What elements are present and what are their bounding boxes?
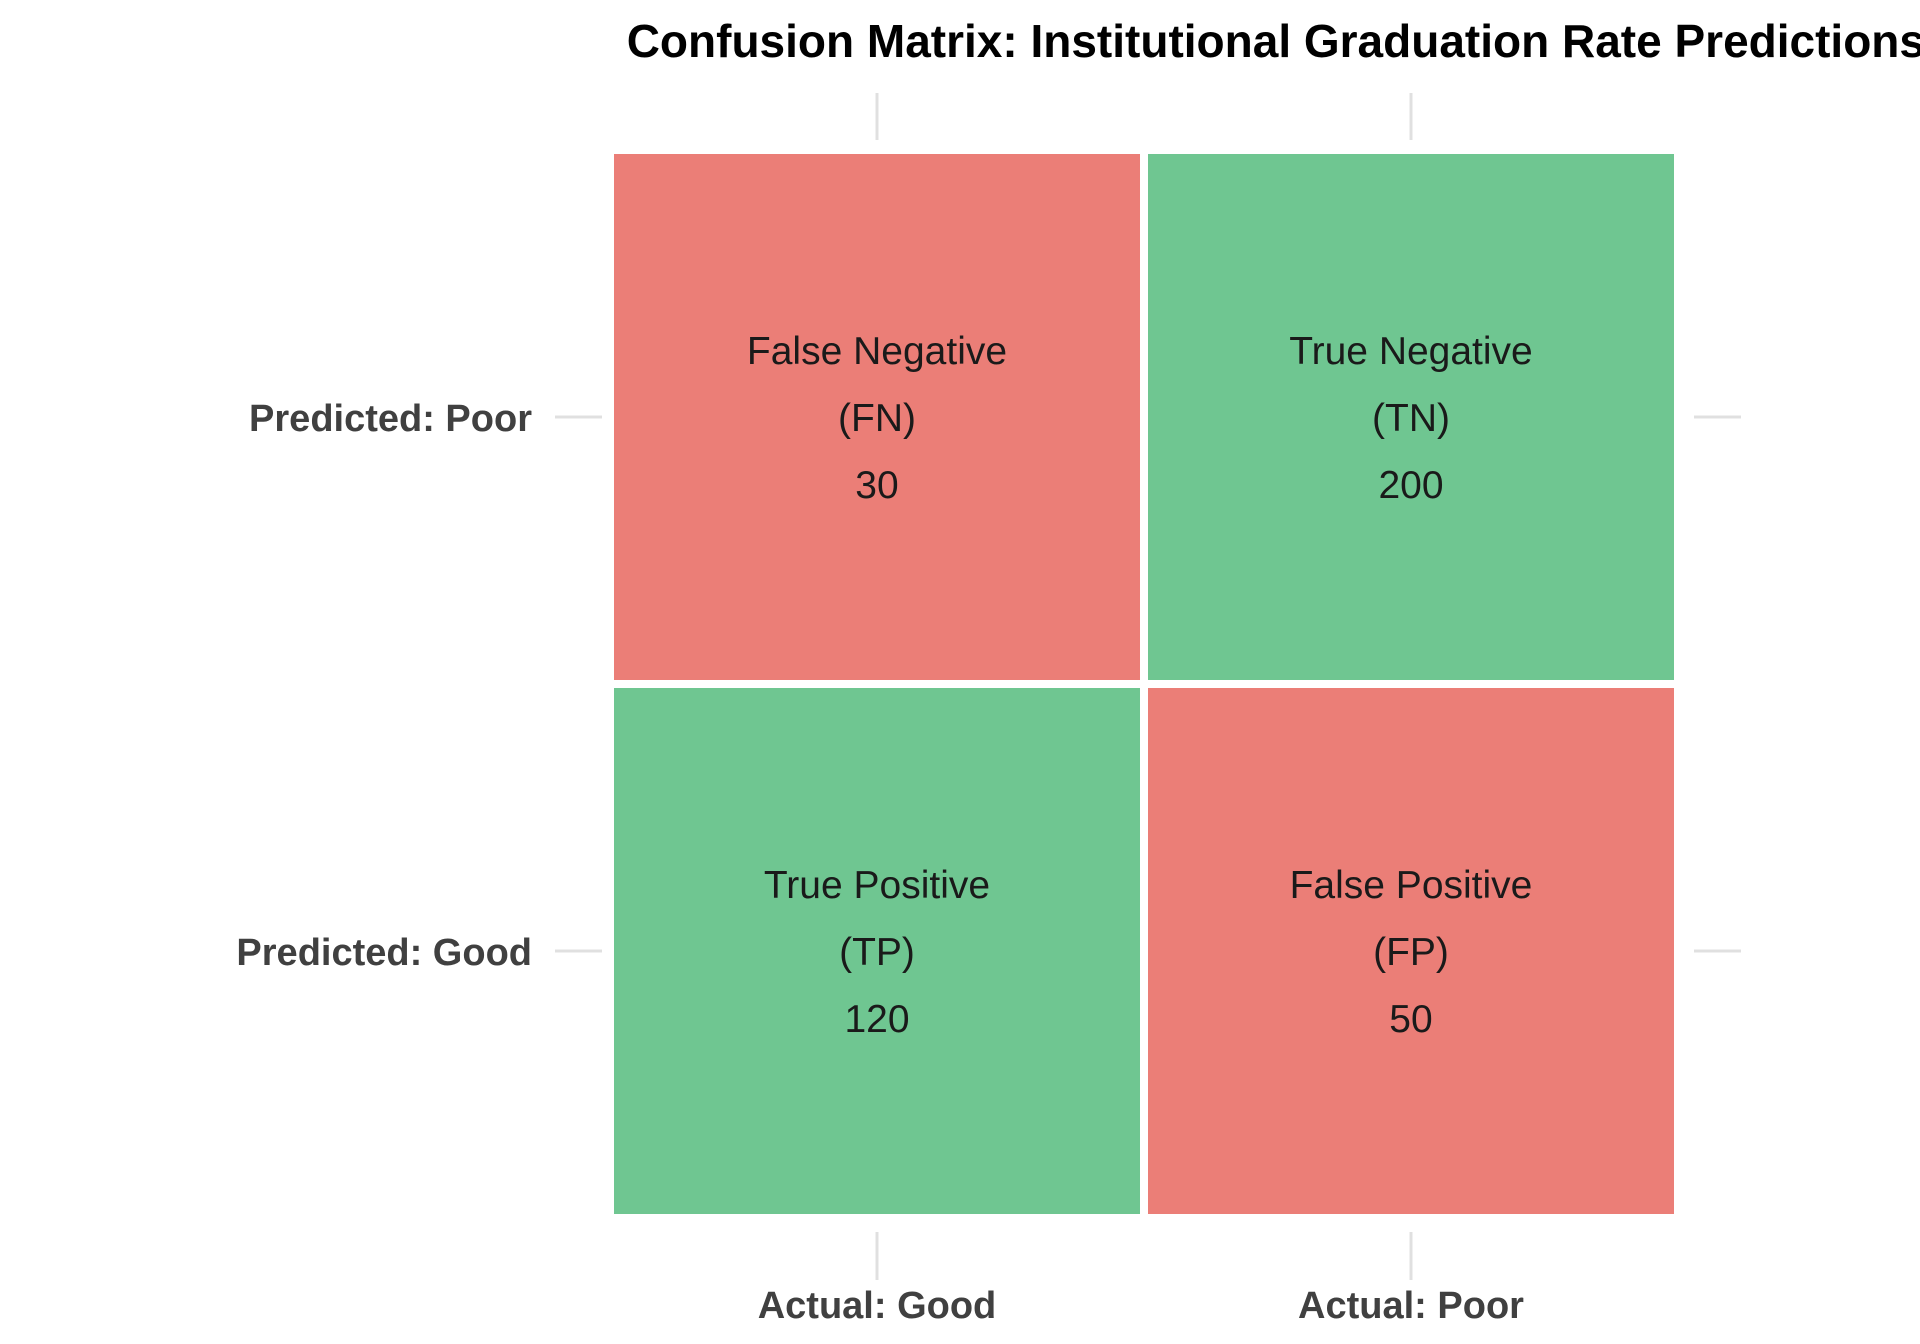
cell-abbr: (FP): [1373, 931, 1449, 974]
x-tick-label: Actual: Good: [758, 1285, 997, 1327]
cell-abbr: (FN): [838, 397, 916, 440]
matrix-cell: [606, 146, 1148, 688]
matrix-cell: [1140, 146, 1682, 688]
cell-abbr: (TP): [839, 931, 915, 974]
cell-abbr: (TN): [1372, 397, 1450, 440]
y-tick-label: Predicted: Good: [236, 932, 532, 974]
y-tick-label: Predicted: Poor: [249, 398, 532, 440]
matrix-cell: [1140, 680, 1682, 1222]
cell-label: True Negative: [1289, 330, 1533, 373]
cell-value: 50: [1389, 998, 1432, 1041]
matrix-cells: False Negative (FN) 30 True Negative (TN) 200…: [606, 146, 1682, 1222]
axis-labels: Actual: Good Actual: Poor Predicted: Poor P…: [236, 398, 1524, 1327]
cell-label: False Negative: [747, 330, 1007, 373]
cell-value: 200: [1378, 464, 1443, 507]
cell-value: 30: [855, 464, 898, 507]
axis-ticks: [555, 93, 1741, 1280]
cell-value: 120: [844, 998, 909, 1041]
cell-label: False Positive: [1290, 864, 1533, 907]
chart-title: Confusion Matrix: Institutional Graduati…: [627, 15, 1920, 67]
x-tick-label: Actual: Poor: [1298, 1285, 1524, 1327]
cell-label: True Positive: [764, 864, 990, 907]
